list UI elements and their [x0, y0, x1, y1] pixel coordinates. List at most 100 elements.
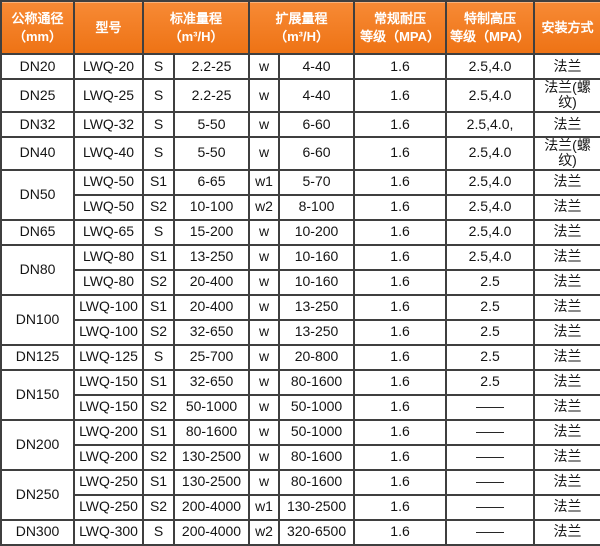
cell-normal-pressure: 1.6	[353, 493, 448, 521]
table-row: DN150 LWQ-150 S1 32-650 w 80-1600 1.6 2.5 法兰	[0, 368, 600, 421]
cell-installation: 法兰	[533, 110, 600, 138]
cell-installation: 法兰	[533, 518, 600, 546]
col-header-standard-range: 标准量程 （m³/H）	[141, 0, 251, 55]
cell-installation: 法兰	[533, 193, 600, 221]
cell-high-pressure: 2.5,4.0	[445, 78, 536, 113]
cell-installation: 法兰(螺纹)	[533, 135, 600, 171]
cell-installation: 法兰	[533, 168, 600, 196]
table-row: LWQ-50 S2 10-100 w2 8-100 1.6 2.5,4.0 法兰	[1, 193, 600, 221]
col-header-installation: 安装方式	[533, 0, 600, 55]
cell-standard-range-value: 25-700	[172, 343, 251, 371]
cell-standard-range-code: S2	[142, 493, 175, 521]
cell-installation: 法兰	[533, 53, 600, 80]
cell-high-pressure: ——	[445, 468, 536, 496]
cell-normal-pressure: 1.6	[353, 243, 448, 271]
cell-extended-range-value: 80-1600	[278, 368, 356, 396]
cell-standard-range-value: 200-4000	[172, 518, 251, 546]
cell-normal-pressure: 1.6	[353, 368, 448, 396]
cell-extended-range-value: 10-200	[278, 218, 356, 246]
cell-installation: 法兰(螺纹)	[533, 78, 600, 113]
cell-standard-range-value: 13-250	[172, 243, 251, 271]
cell-normal-pressure: 1.6	[353, 318, 448, 346]
cell-high-pressure: 2.5	[445, 268, 536, 296]
cell-high-pressure: 2.5	[445, 343, 536, 371]
cell-nominal-diameter: DN20	[0, 53, 75, 80]
cell-normal-pressure: 1.6	[353, 268, 448, 296]
cell-high-pressure: 2.5,4.0	[445, 168, 536, 196]
cell-extended-range-value: 50-1000	[278, 393, 356, 421]
cell-normal-pressure: 1.6	[353, 193, 448, 221]
cell-model: LWQ-250	[73, 493, 144, 521]
cell-standard-range-value: 130-2500	[172, 468, 251, 496]
cell-model: LWQ-300	[73, 518, 144, 546]
cell-standard-range-code: S	[142, 343, 175, 371]
cell-model: LWQ-150	[73, 368, 144, 396]
cell-extended-range-value: 50-1000	[278, 418, 356, 446]
cell-model: LWQ-40	[73, 135, 144, 171]
cell-installation: 法兰	[533, 443, 600, 471]
cell-standard-range-code: S	[142, 518, 175, 546]
cell-model: LWQ-125	[73, 343, 144, 371]
cell-standard-range-code: S	[142, 110, 175, 138]
cell-normal-pressure: 1.6	[353, 418, 448, 446]
table-row: DN125 LWQ-125 S 25-700 w 20-800 1.6 2.5 法兰	[0, 343, 600, 371]
cell-high-pressure: 2.5,4.0	[445, 135, 536, 171]
cell-extended-range-value: 80-1600	[278, 443, 356, 471]
cell-extended-range-value: 13-250	[278, 293, 356, 321]
cell-standard-range-code: S	[142, 218, 175, 246]
cell-high-pressure: ——	[445, 418, 536, 446]
table-row: LWQ-80 S2 20-400 w 10-160 1.6 2.5 法兰	[1, 268, 600, 296]
cell-extended-range-code: w	[248, 418, 281, 446]
cell-extended-range-value: 8-100	[278, 193, 356, 221]
table-row: DN20 LWQ-20 S 2.2-25 w 4-40 1.6 2.5,4.0 法兰	[0, 53, 600, 80]
cell-high-pressure: 2.5,4.0	[445, 53, 536, 80]
cell-extended-range-code: w	[248, 53, 281, 80]
cell-standard-range-value: 20-400	[172, 293, 251, 321]
cell-standard-range-value: 80-1600	[172, 418, 251, 446]
cell-model: LWQ-25	[73, 78, 144, 113]
cell-model: LWQ-50	[73, 193, 144, 221]
cell-normal-pressure: 1.6	[353, 393, 448, 421]
cell-extended-range-code: w	[248, 135, 281, 171]
cell-standard-range-value: 2.2-25	[172, 78, 251, 113]
cell-normal-pressure: 1.6	[353, 110, 448, 138]
cell-nominal-diameter: DN125	[0, 343, 75, 371]
col-header-model: 型号	[73, 0, 144, 55]
cell-installation: 法兰	[533, 218, 600, 246]
cell-extended-range-value: 130-2500	[278, 493, 356, 521]
cell-installation: 法兰	[533, 418, 600, 446]
cell-standard-range-value: 10-100	[172, 193, 251, 221]
cell-normal-pressure: 1.6	[353, 78, 448, 113]
cell-model: LWQ-80	[73, 268, 144, 296]
cell-extended-range-code: w	[248, 218, 281, 246]
cell-extended-range-value: 5-70	[278, 168, 356, 196]
cell-standard-range-code: S1	[142, 418, 175, 446]
cell-extended-range-code: w	[248, 393, 281, 421]
cell-high-pressure: 2.5	[445, 318, 536, 346]
col-header-normal-pressure: 常规耐压 等级（MPA）	[353, 0, 448, 55]
cell-standard-range-value: 130-2500	[172, 443, 251, 471]
cell-extended-range-value: 6-60	[278, 110, 356, 138]
table-row: LWQ-200 S2 130-2500 w 80-1600 1.6 —— 法兰	[1, 443, 600, 471]
cell-model: LWQ-100	[73, 318, 144, 346]
cell-normal-pressure: 1.6	[353, 343, 448, 371]
cell-installation: 法兰	[533, 468, 600, 496]
cell-model: LWQ-200	[73, 418, 144, 446]
cell-high-pressure: 2.5,4.0	[445, 218, 536, 246]
cell-installation: 法兰	[533, 368, 600, 396]
cell-extended-range-code: w	[248, 343, 281, 371]
cell-standard-range-code: S2	[142, 268, 175, 296]
cell-standard-range-code: S1	[142, 168, 175, 196]
table-header-row: 公称通径 （mm） 型号 标准量程 （m³/H） 扩展量程 （m³/H） 常规耐压 等级（MPA…	[0, 0, 600, 55]
cell-model: LWQ-32	[73, 110, 144, 138]
cell-extended-range-code: w	[248, 368, 281, 396]
cell-high-pressure: 2.5	[445, 293, 536, 321]
cell-extended-range-value: 13-250	[278, 318, 356, 346]
cell-nominal-diameter: DN65	[0, 218, 75, 246]
cell-extended-range-code: w	[248, 443, 281, 471]
cell-extended-range-code: w2	[248, 193, 281, 221]
cell-nominal-diameter: DN40	[0, 135, 75, 171]
table-row: DN25 LWQ-25 S 2.2-25 w 4-40 1.6 2.5,4.0 法兰(螺纹)	[0, 78, 600, 113]
cell-standard-range-value: 32-650	[172, 318, 251, 346]
table-row: DN80 LWQ-80 S1 13-250 w 10-160 1.6 2.5,4.0 法兰	[0, 243, 600, 296]
